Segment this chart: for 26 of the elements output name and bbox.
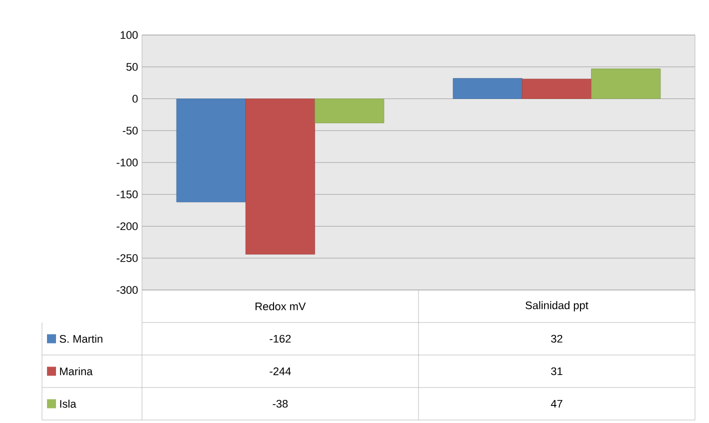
y-tick-label: 50 (126, 63, 138, 71)
bar (522, 78, 592, 99)
data-label: 32 (551, 334, 562, 343)
bar (591, 68, 661, 99)
bar (452, 78, 522, 99)
bar (314, 98, 384, 124)
y-tick-label: -200 (116, 222, 138, 230)
y-tick-label: -150 (116, 190, 138, 198)
data-label: 47 (550, 400, 562, 408)
y-tick-label: -100 (116, 158, 138, 166)
data-label: -162 (270, 334, 291, 343)
legend-label: S. Martin (60, 334, 102, 343)
data-label: -244 (270, 367, 291, 376)
y-tick-label: 0 (132, 94, 138, 103)
y-tick-label: 100 (120, 31, 138, 39)
bar (245, 98, 316, 254)
data-label: -38 (272, 400, 288, 408)
legend-label: Isla (60, 400, 76, 408)
y-tick-label: -250 (116, 254, 138, 262)
x-tick-label: Salinidad ppt (526, 301, 588, 312)
y-tick-label: -50 (122, 126, 138, 135)
y-tick-label: -300 (116, 286, 138, 294)
bar (176, 98, 246, 202)
x-tick-label: Redox mV (256, 302, 306, 310)
data-label: 31 (551, 367, 562, 376)
legend-label: Marina (60, 367, 93, 376)
